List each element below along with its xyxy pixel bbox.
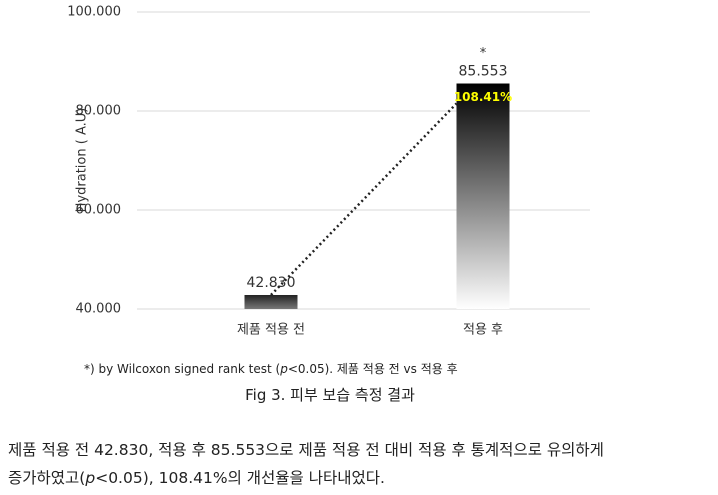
body-text: <0.05), 108.41%의 개선율을 나타내었다. [95, 469, 385, 487]
body-line: 증가하였고(p<0.05), 108.41%의 개선율을 나타내었다. [8, 464, 604, 492]
significance-mark: * [480, 46, 487, 61]
y-tick-label: 100.000 [67, 5, 121, 20]
body-text: p [85, 469, 96, 487]
footnote-text: <0.05). 제품 적용 전 vs 적용 후 [287, 362, 458, 376]
footnote: *) by Wilcoxon signed rank test (p<0.05)… [84, 360, 458, 377]
y-tick-label: 40.000 [76, 302, 122, 317]
bar [244, 294, 298, 309]
value-label: 85.553 [459, 64, 508, 80]
caption: Fig 3. 피부 보습 측정 결과 [245, 386, 415, 404]
x-tick-label: 적용 후 [463, 323, 503, 338]
connector [270, 102, 458, 296]
bar [456, 83, 510, 309]
improvement-label: 108.41% [454, 90, 512, 104]
footnote-text: *) by Wilcoxon signed rank test ( [84, 362, 281, 376]
body-text: 증가하였고( [8, 469, 86, 487]
value-label: 42.830 [247, 275, 296, 291]
y-tick-label: 60.000 [76, 203, 122, 218]
footnote-text: p [280, 362, 288, 376]
body-text: 제품 적용 전 42.830, 적용 후 85.553으로 제품 적용 전 대비… [8, 441, 604, 459]
y-axis-label: Hydration ( A.U) [75, 108, 90, 213]
x-tick-label: 제품 적용 전 [237, 323, 305, 338]
y-tick-label: 80.000 [76, 104, 122, 119]
body-line: 제품 적용 전 42.830, 적용 후 85.553으로 제품 적용 전 대비… [8, 436, 604, 464]
body-text: 제품 적용 전 42.830, 적용 후 85.553으로 제품 적용 전 대비… [8, 436, 604, 492]
chart: Hydration ( A.U) 40.000 60.000 80.000 100.0… [67, 5, 590, 338]
